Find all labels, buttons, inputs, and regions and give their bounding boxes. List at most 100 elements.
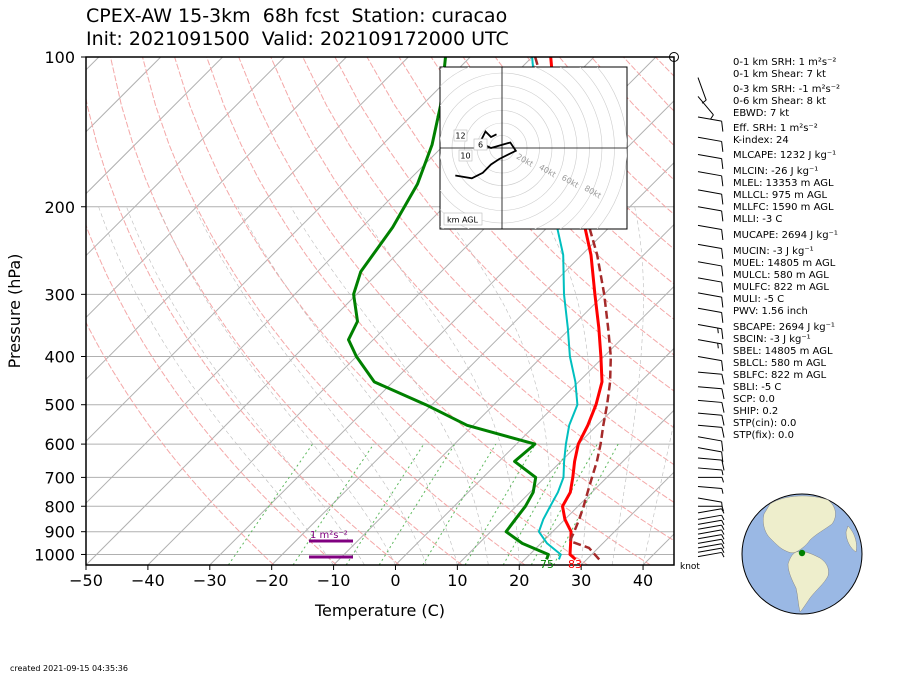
wind-barb-shaft <box>697 153 722 160</box>
wind-barb-half-flag <box>721 524 725 531</box>
dry-adiabat <box>366 57 674 392</box>
wind-barb-flag <box>721 194 724 205</box>
moist-adiabat <box>194 206 427 565</box>
wind-barb-shaft <box>697 508 722 514</box>
hodograph-height-label: 12 <box>455 132 465 141</box>
index-line: 0-1 km SRH: 1 m²s⁻² <box>733 57 837 68</box>
index-line: SBLFC: 822 m AGL <box>733 370 827 381</box>
wind-barb-shaft <box>697 171 722 177</box>
wind-barb-flag <box>721 402 725 413</box>
srh-bar: 1 m²s⁻² <box>309 530 353 559</box>
y-tick-label: 900 <box>44 523 75 542</box>
wind-barb-shaft <box>697 467 722 471</box>
wind-barb-shaft <box>697 412 722 416</box>
wind-barb-shaft <box>697 524 722 530</box>
wind-barb-shaft <box>697 485 722 490</box>
x-tick-label: −20 <box>255 571 289 590</box>
wind-barb-half-flag <box>710 114 714 120</box>
wind-barb-half-flag <box>721 469 724 476</box>
wind-barb-shaft <box>697 457 722 461</box>
wind-barb-flag <box>721 312 724 323</box>
isotherm <box>86 57 162 133</box>
wind-barb-half-flag <box>721 502 723 508</box>
moist-adiabat <box>642 421 674 565</box>
wind-barb-half-flag <box>721 508 725 514</box>
axes: Temperature (C) Pressure (hPa) −50 −40 −30… <box>5 48 653 620</box>
wind-barb-half-flag <box>717 343 719 349</box>
isotherm <box>86 57 223 195</box>
x-tick-label: 0 <box>390 571 400 590</box>
isotherm <box>333 223 674 565</box>
index-line: STP(fix): 0.0 <box>733 430 794 441</box>
mixing-ratio-line <box>227 443 314 565</box>
wind-barb-flag <box>721 121 724 132</box>
y-tick-label: 200 <box>44 198 75 217</box>
wind-barb-half-flag <box>701 99 707 104</box>
background-grid <box>86 57 674 565</box>
moist-adiabat <box>438 206 552 565</box>
wind-barb-half-flag <box>717 327 719 334</box>
dry-adiabat <box>110 57 463 565</box>
location-globe <box>741 493 863 615</box>
chart-title: CPEX-AW 15-3km 68h fcst Station: curacao <box>86 5 508 27</box>
wind-barb-shaft <box>697 534 722 540</box>
wind-barb-shaft <box>697 307 722 313</box>
wind-barb-shaft <box>697 189 722 195</box>
dry-adiabat <box>334 57 674 429</box>
wind-barb-shaft <box>697 386 722 390</box>
y-tick-label: 1000 <box>34 545 75 564</box>
y-tick-label: 500 <box>44 396 75 415</box>
mixing-ratio-line <box>422 443 497 565</box>
wind-barb-half-flag <box>721 529 725 535</box>
globe-land-africa <box>845 525 857 553</box>
wind-barb-flag <box>721 427 725 438</box>
wind-barb-shaft <box>697 292 722 298</box>
wind-barb-shaft <box>697 399 722 403</box>
isotherm <box>271 161 674 565</box>
dry-adiabat <box>238 57 674 542</box>
wind-barb-shaft <box>697 136 722 142</box>
index-line: SCP: 0.0 <box>733 394 775 405</box>
index-line: 0-6 km Shear: 8 kt <box>733 96 826 107</box>
y-tick-label: 400 <box>44 348 75 367</box>
index-line: SBLCL: 580 m AGL <box>733 358 827 369</box>
wind-barb-flag <box>721 229 724 240</box>
dry-adiabat <box>86 321 275 565</box>
isotherm <box>580 471 674 565</box>
index-line: MUEL: 14805 m AGL <box>733 258 836 269</box>
index-line: SBCIN: -3 J kg⁻¹ <box>733 334 811 345</box>
y-tick-label: 100 <box>44 48 75 67</box>
dry-adiabat <box>174 57 588 565</box>
hodograph-trace <box>455 129 518 180</box>
wind-barb-half-flag <box>721 534 725 540</box>
wind-barb-half-flag <box>721 488 724 494</box>
index-line: MUCAPE: 2694 J kg⁻¹ <box>733 230 838 241</box>
index-line: SBEL: 14805 m AGL <box>733 346 833 357</box>
dry-adiabat <box>302 57 674 466</box>
x-tick-label: 30 <box>571 571 591 590</box>
isotherm <box>395 285 674 565</box>
hodograph-height-label: 10 <box>460 152 470 161</box>
dry-adiabat <box>86 223 338 565</box>
y-tick-label: 600 <box>44 435 75 454</box>
y-tick-label: 300 <box>44 285 75 304</box>
index-line: SHIP: 0.2 <box>733 406 779 417</box>
wind-barb-flag <box>721 210 724 222</box>
wind-barb-shaft <box>697 356 722 362</box>
index-line: MULCL: 580 m AGL <box>733 270 829 281</box>
chart-subtitle: Init: 2021091500 Valid: 202109172000 UTC <box>86 28 509 50</box>
wind-barb-shaft <box>697 529 722 535</box>
wind-barb-shaft <box>697 436 722 442</box>
x-tick-label: 20 <box>509 571 529 590</box>
wind-barb-shaft <box>697 543 722 549</box>
y-tick-label: 800 <box>44 497 75 516</box>
wind-barb-shaft <box>697 224 722 231</box>
wind-barb-flag <box>721 328 724 340</box>
wind-barb-flag <box>721 451 724 463</box>
x-tick-label: 40 <box>633 571 653 590</box>
isotherm <box>86 57 285 257</box>
isotherm <box>86 57 347 319</box>
x-tick-label: −30 <box>193 571 227 590</box>
index-line: EBWD: 7 kt <box>733 108 790 119</box>
